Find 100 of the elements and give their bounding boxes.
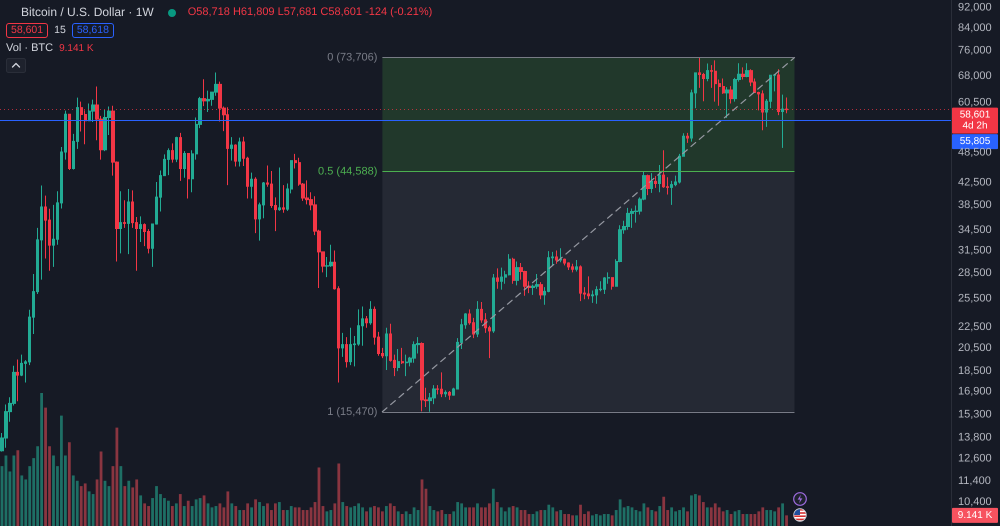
bar (388, 503, 392, 526)
bar (626, 506, 630, 526)
bar (143, 503, 146, 526)
bar (579, 504, 582, 526)
bar (238, 510, 242, 526)
bar (658, 506, 662, 526)
bar (380, 511, 384, 526)
bar (575, 515, 578, 526)
bar (373, 506, 376, 526)
bar (361, 507, 364, 526)
bar (722, 511, 725, 526)
bar (282, 510, 285, 526)
bar (480, 507, 483, 526)
bar (218, 503, 222, 526)
bar (650, 510, 654, 526)
bar (539, 510, 542, 526)
bar (488, 503, 491, 526)
bar (476, 503, 479, 526)
bar (214, 506, 218, 526)
bar (753, 514, 756, 526)
bar (682, 507, 685, 526)
bar (484, 507, 487, 526)
bar (234, 506, 238, 526)
bar (448, 514, 452, 526)
bar (532, 514, 534, 526)
bar (384, 506, 388, 526)
bar (412, 507, 416, 526)
bar (416, 510, 420, 526)
bar (536, 511, 538, 526)
bar (547, 504, 550, 526)
bar (464, 507, 467, 526)
bar (602, 514, 606, 526)
bar (646, 507, 650, 526)
bar (428, 506, 432, 526)
bar (206, 503, 210, 526)
text: 9.141 K (958, 510, 993, 521)
bar (606, 514, 610, 526)
bar (182, 506, 186, 526)
bar (618, 499, 622, 526)
bar (630, 507, 634, 526)
bar (396, 511, 400, 526)
bar (432, 510, 436, 526)
bar (440, 510, 444, 526)
bar (742, 514, 744, 526)
bar (444, 514, 448, 526)
bar (167, 500, 170, 526)
bar (290, 506, 293, 526)
bar (678, 510, 681, 526)
bar (730, 514, 732, 526)
bar (250, 507, 254, 526)
bar (345, 506, 348, 526)
bar (587, 511, 590, 526)
bar (516, 507, 518, 526)
bar (714, 503, 717, 526)
bar (468, 507, 471, 526)
bar (194, 499, 198, 526)
bar (594, 514, 598, 526)
bar (278, 502, 281, 526)
bar (460, 503, 464, 526)
bar (777, 507, 780, 526)
bar (769, 510, 772, 526)
bar (365, 511, 368, 526)
bar (496, 502, 499, 526)
bar (170, 506, 174, 526)
bar (246, 503, 250, 526)
bar (353, 506, 356, 526)
bar (400, 514, 404, 526)
bar (504, 511, 507, 526)
bar (642, 503, 646, 526)
bar (377, 507, 380, 526)
bar (757, 511, 760, 526)
bar (555, 511, 558, 526)
bar (306, 510, 308, 526)
bar (254, 499, 257, 526)
bar (210, 507, 214, 526)
bar (512, 506, 515, 526)
bar (147, 506, 150, 526)
bar (329, 510, 332, 526)
bar (563, 514, 566, 526)
bar (785, 515, 788, 526)
bar (404, 511, 408, 526)
bar (357, 503, 360, 526)
bar (258, 502, 261, 526)
bar (262, 506, 265, 526)
bar (634, 510, 638, 526)
bar (654, 511, 658, 526)
bar (456, 502, 460, 526)
bar (781, 503, 784, 526)
bar (326, 511, 328, 526)
bar (528, 514, 530, 526)
bar (302, 510, 305, 526)
bar (567, 514, 570, 526)
bar (746, 514, 748, 526)
bar (591, 515, 594, 526)
bar (559, 510, 562, 526)
bar (436, 511, 440, 526)
bar (773, 511, 776, 526)
bar (571, 515, 574, 526)
bar (274, 503, 277, 526)
bar (286, 510, 289, 526)
